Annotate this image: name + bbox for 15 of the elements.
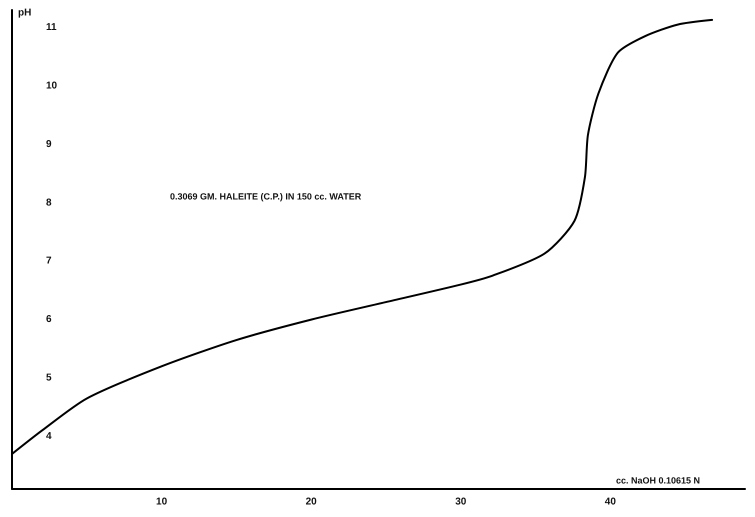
x-tick-label: 30	[455, 496, 467, 508]
x-tick-label: 10	[156, 496, 168, 508]
y-tick-label: 5	[46, 372, 52, 384]
y-tick-label: 8	[46, 197, 52, 208]
y-tick-label: 6	[46, 314, 52, 326]
y-tick-label: 4	[46, 430, 52, 442]
y-tick-label: 7	[46, 256, 52, 267]
y-tick-label: 9	[46, 138, 52, 150]
annotation: 0.3069 GM. HALEITE (C.P.) IN 150 cc. WATER	[170, 192, 362, 202]
y-axis-title: pH	[18, 8, 32, 18]
y-tick-label: 11	[46, 22, 58, 34]
y-tick-label: 10	[46, 80, 58, 92]
x-tick-label: 20	[306, 496, 318, 508]
x-axis-title: cc. NaOH 0.10615 N	[616, 476, 700, 486]
x-tick-label: 40	[604, 496, 616, 508]
